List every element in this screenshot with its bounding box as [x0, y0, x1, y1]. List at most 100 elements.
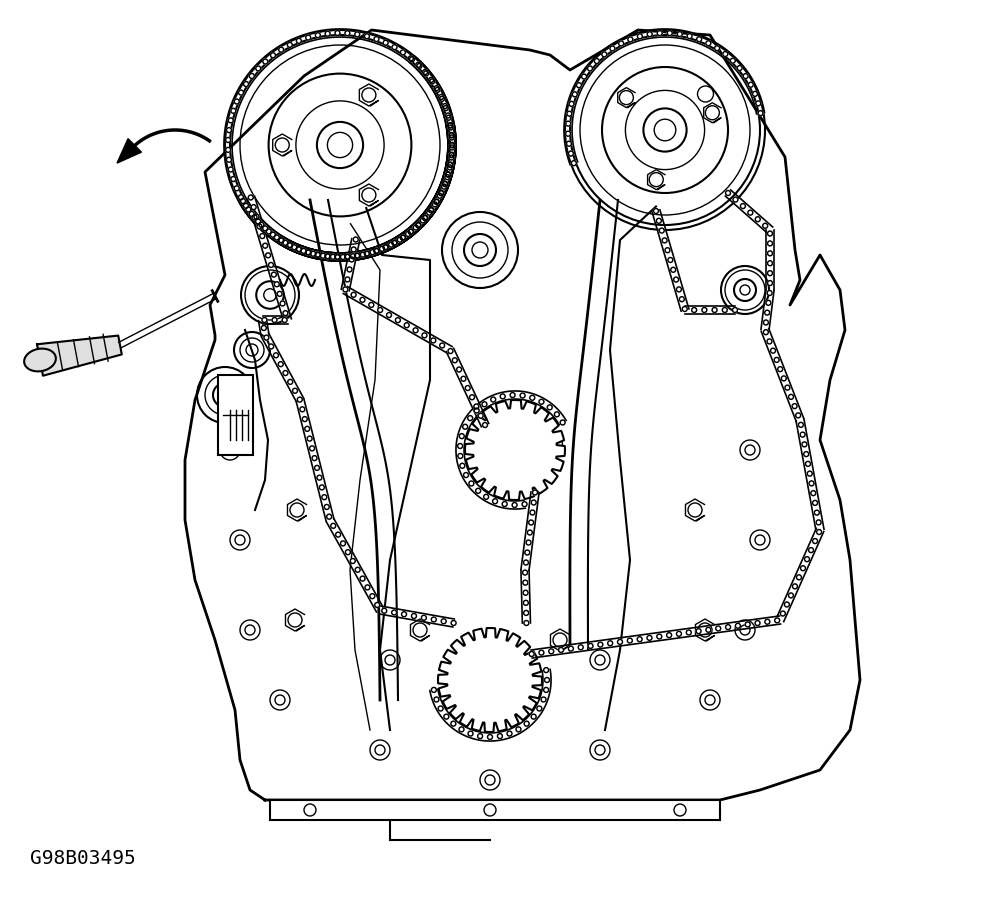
Circle shape	[238, 194, 243, 200]
Circle shape	[305, 426, 310, 431]
Circle shape	[335, 255, 340, 259]
Circle shape	[440, 343, 445, 348]
Polygon shape	[465, 400, 565, 500]
Circle shape	[587, 66, 592, 71]
Circle shape	[523, 560, 528, 565]
Circle shape	[817, 530, 822, 534]
Circle shape	[474, 404, 479, 409]
Circle shape	[687, 34, 692, 38]
Circle shape	[736, 624, 741, 628]
Circle shape	[345, 254, 350, 259]
Circle shape	[443, 181, 448, 186]
Circle shape	[696, 629, 701, 634]
Circle shape	[730, 58, 735, 63]
Circle shape	[463, 425, 468, 429]
Circle shape	[262, 318, 267, 322]
Circle shape	[297, 247, 302, 252]
Circle shape	[559, 647, 564, 653]
Circle shape	[460, 463, 465, 468]
Circle shape	[567, 142, 572, 146]
Circle shape	[439, 191, 444, 195]
Circle shape	[764, 310, 769, 315]
Circle shape	[813, 539, 818, 543]
Circle shape	[442, 103, 447, 109]
Circle shape	[706, 41, 711, 46]
Circle shape	[257, 224, 262, 229]
Circle shape	[345, 255, 350, 259]
Polygon shape	[438, 628, 542, 732]
Circle shape	[448, 349, 453, 353]
Circle shape	[226, 157, 231, 163]
Circle shape	[408, 56, 413, 61]
Circle shape	[422, 333, 427, 338]
Circle shape	[627, 638, 632, 643]
Circle shape	[598, 642, 603, 647]
Circle shape	[809, 548, 814, 552]
Circle shape	[230, 176, 235, 182]
Circle shape	[283, 371, 288, 375]
Circle shape	[282, 318, 287, 322]
Circle shape	[682, 307, 687, 311]
Circle shape	[657, 634, 662, 639]
Polygon shape	[270, 800, 720, 820]
Circle shape	[252, 215, 257, 220]
Circle shape	[785, 385, 790, 390]
Circle shape	[668, 31, 673, 36]
Circle shape	[567, 111, 572, 116]
Circle shape	[459, 727, 464, 732]
Circle shape	[393, 240, 398, 246]
Circle shape	[764, 619, 769, 624]
Circle shape	[451, 721, 456, 726]
Circle shape	[355, 32, 360, 37]
Circle shape	[792, 584, 797, 589]
Circle shape	[660, 228, 665, 233]
Circle shape	[665, 247, 670, 253]
Circle shape	[525, 550, 530, 555]
Circle shape	[748, 210, 753, 215]
Circle shape	[541, 697, 546, 702]
Circle shape	[663, 238, 668, 243]
Circle shape	[297, 247, 302, 252]
Circle shape	[607, 641, 612, 645]
Circle shape	[449, 133, 454, 138]
Circle shape	[340, 540, 345, 546]
Circle shape	[448, 125, 453, 130]
Circle shape	[335, 30, 340, 36]
Circle shape	[446, 113, 451, 118]
Circle shape	[686, 630, 691, 635]
Circle shape	[602, 52, 607, 57]
Circle shape	[691, 308, 696, 312]
Ellipse shape	[24, 349, 55, 372]
Circle shape	[702, 308, 707, 312]
Circle shape	[384, 245, 389, 249]
Circle shape	[374, 37, 379, 42]
Circle shape	[225, 147, 230, 152]
Circle shape	[441, 619, 446, 624]
Circle shape	[555, 412, 560, 417]
Circle shape	[271, 53, 276, 58]
Circle shape	[658, 31, 663, 36]
Circle shape	[330, 255, 335, 259]
Circle shape	[531, 500, 536, 505]
Circle shape	[566, 131, 571, 136]
Circle shape	[375, 603, 380, 607]
Circle shape	[805, 557, 810, 561]
Circle shape	[722, 308, 727, 312]
Circle shape	[647, 32, 652, 37]
Circle shape	[292, 245, 297, 250]
Circle shape	[288, 243, 293, 247]
Circle shape	[628, 37, 633, 42]
Circle shape	[360, 298, 365, 302]
Circle shape	[451, 621, 456, 625]
Circle shape	[668, 257, 673, 262]
Circle shape	[449, 145, 455, 150]
Circle shape	[726, 191, 731, 195]
Circle shape	[293, 388, 298, 394]
Circle shape	[569, 646, 574, 651]
Circle shape	[351, 292, 356, 298]
Circle shape	[316, 475, 321, 480]
Circle shape	[544, 687, 549, 692]
Circle shape	[767, 290, 772, 296]
Circle shape	[726, 624, 731, 630]
Polygon shape	[117, 139, 141, 163]
